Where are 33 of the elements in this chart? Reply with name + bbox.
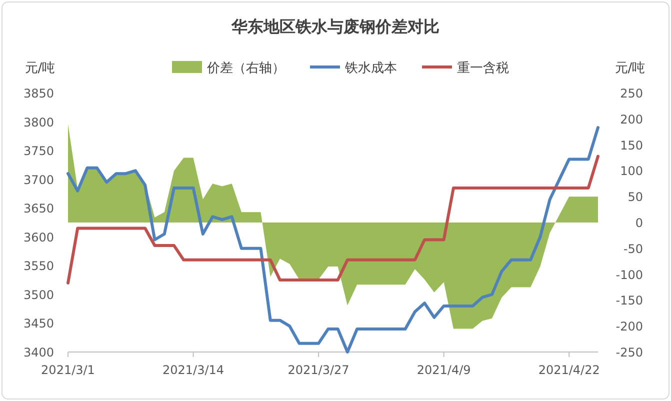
y2-tick-label: 200 — [620, 112, 643, 126]
x-tick-label: 2021/4/9 — [416, 363, 471, 377]
y-tick-label: 3400 — [23, 346, 54, 360]
y-tick-label: 3750 — [23, 144, 54, 158]
y2-tick-label: 250 — [620, 86, 643, 100]
y2-tick-label: 0 — [635, 216, 643, 230]
y-tick-label: 3650 — [23, 202, 54, 216]
x-tick-label: 2021/3/27 — [288, 363, 350, 377]
y-tick-label: 3850 — [23, 86, 54, 100]
y2-tick-label: 150 — [620, 138, 643, 152]
y2-tick-label: -100 — [616, 268, 643, 282]
x-tick-label: 2021/3/1 — [41, 363, 95, 377]
y-tick-label: 3450 — [23, 316, 54, 331]
y2-axis-title: 元/吨 — [614, 61, 646, 76]
y-tick-label: 3800 — [23, 115, 54, 130]
y-tick-label: 3500 — [23, 288, 54, 302]
y-tick-label: 3600 — [23, 230, 54, 244]
y2-tick-label: -150 — [616, 294, 643, 308]
y2-tick-label: 100 — [620, 164, 643, 178]
y2-tick-label: -200 — [616, 320, 643, 334]
x-tick-label: 2021/4/22 — [538, 363, 600, 377]
legend-label: 价差（右轴） — [206, 61, 285, 76]
line-series — [66, 154, 600, 284]
legend-label: 铁水成本 — [344, 61, 397, 76]
x-tick-label: 2021/3/14 — [162, 363, 224, 377]
y-tick-label: 3550 — [23, 259, 54, 274]
chart-title: 华东地区铁水与废钢价差对比 — [230, 17, 440, 36]
legend-label: 重一含税 — [457, 61, 509, 76]
y2-tick-label: -50 — [623, 242, 643, 256]
y-axis-title: 元/吨 — [24, 61, 56, 76]
y-tick-label: 3700 — [23, 172, 54, 187]
y2-tick-label: 50 — [628, 190, 643, 204]
y2-tick-label: -250 — [616, 346, 643, 360]
